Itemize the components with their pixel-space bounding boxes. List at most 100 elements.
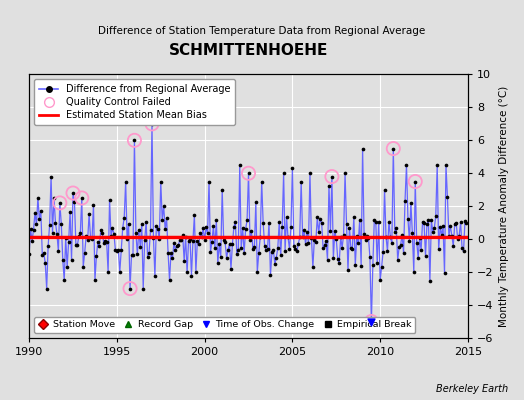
Point [246, 237, 254, 244]
Point [81, 249, 89, 256]
Point [44, 242, 52, 249]
Point [427, 217, 435, 224]
Point [260, 242, 269, 249]
Point [38, 252, 47, 258]
Point [122, 178, 130, 185]
Point [440, 270, 449, 276]
Point [78, 195, 86, 201]
Point [215, 241, 223, 248]
Point [154, 226, 162, 232]
Point [369, 262, 377, 268]
Point [335, 260, 343, 266]
Point [120, 215, 128, 221]
Point [224, 246, 232, 253]
Point [47, 173, 55, 180]
Point [171, 247, 180, 253]
Point [331, 228, 339, 234]
Point [268, 249, 276, 256]
Point [220, 236, 228, 243]
Point [334, 256, 342, 262]
Point [107, 233, 115, 239]
Point [214, 260, 222, 266]
Point [192, 269, 200, 275]
Point [285, 246, 293, 252]
Point [266, 272, 275, 278]
Point [41, 259, 49, 266]
Point [130, 137, 139, 144]
Point [373, 260, 381, 266]
Point [382, 234, 390, 240]
Point [139, 285, 147, 292]
Point [425, 278, 434, 284]
Point [290, 242, 298, 249]
Point [63, 264, 71, 270]
Point [366, 254, 374, 260]
Point [218, 186, 226, 193]
Point [242, 226, 250, 232]
Point [385, 218, 393, 225]
Point [383, 248, 391, 254]
Point [433, 162, 441, 168]
Point [284, 234, 292, 241]
Point [187, 272, 195, 279]
Point [405, 237, 413, 244]
Point [244, 170, 253, 176]
Point [354, 240, 363, 247]
Point [208, 239, 216, 245]
Point [110, 231, 118, 237]
Point [319, 245, 328, 252]
Point [111, 247, 119, 254]
Point [455, 232, 463, 239]
Point [237, 245, 245, 252]
Point [126, 285, 134, 292]
Point [390, 228, 399, 235]
Point [445, 232, 453, 239]
Point [397, 242, 405, 248]
Point [351, 262, 359, 268]
Point [144, 254, 152, 260]
Point [453, 236, 462, 242]
Point [206, 248, 215, 255]
Point [133, 251, 141, 257]
Point [355, 217, 364, 224]
Point [253, 269, 261, 275]
Point [452, 220, 461, 226]
Point [380, 186, 389, 193]
Point [181, 233, 190, 240]
Point [155, 236, 163, 242]
Point [91, 277, 99, 284]
Point [116, 268, 124, 275]
Point [274, 245, 282, 251]
Point [328, 173, 336, 180]
Point [114, 246, 123, 253]
Point [159, 203, 168, 210]
Point [362, 237, 370, 244]
Point [225, 241, 234, 247]
Point [408, 230, 417, 236]
Point [205, 178, 213, 185]
Point [234, 247, 243, 254]
Point [130, 137, 139, 144]
Point [418, 218, 427, 225]
Point [174, 242, 182, 248]
Point [85, 211, 93, 218]
Point [146, 226, 155, 233]
Point [272, 254, 280, 261]
Point [124, 221, 133, 228]
Point [198, 234, 206, 241]
Point [247, 228, 256, 234]
Point [72, 242, 80, 248]
Point [149, 235, 158, 242]
Point [347, 245, 355, 252]
Point [209, 223, 217, 229]
Point [398, 232, 406, 238]
Point [79, 264, 88, 270]
Point [129, 251, 137, 258]
Legend: Station Move, Record Gap, Time of Obs. Change, Empirical Break: Station Move, Record Gap, Time of Obs. C… [34, 317, 416, 333]
Point [236, 162, 244, 168]
Point [439, 223, 447, 229]
Point [303, 229, 311, 235]
Point [250, 244, 258, 250]
Point [417, 247, 425, 253]
Point [306, 170, 314, 176]
